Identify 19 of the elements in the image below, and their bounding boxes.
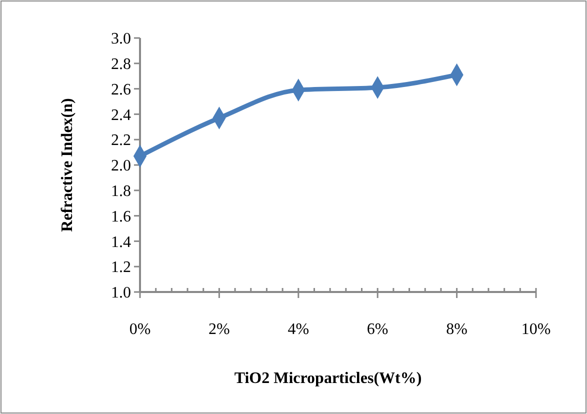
x-tick-label: 8%	[446, 321, 468, 338]
y-axis-title: Refractive Index(n)	[59, 98, 76, 232]
y-tick-label: 3.0	[111, 30, 131, 48]
x-tick-label: 2%	[208, 321, 230, 338]
x-tick-label: 10%	[521, 321, 551, 338]
x-tick-label: 4%	[288, 321, 310, 338]
y-tick-label: 2.8	[111, 56, 131, 73]
y-tick-label: 1.2	[111, 259, 131, 276]
y-tick-label: 1.0	[111, 284, 131, 302]
x-tick-label: 6%	[366, 321, 388, 338]
y-tick-label: 1.8	[111, 183, 131, 200]
y-tick-label: 2.2	[111, 132, 131, 150]
y-tick-label: 1.4	[111, 234, 131, 251]
y-tick-label: 2.4	[111, 106, 131, 124]
y-tick-label: 2.0	[111, 158, 131, 175]
y-tick-label: 2.6	[111, 81, 131, 98]
x-tick-label: 0%	[129, 321, 151, 338]
y-tick-label: 1.6	[111, 208, 131, 226]
x-axis-title: TiO2 Microparticles(Wt%)	[234, 370, 422, 387]
